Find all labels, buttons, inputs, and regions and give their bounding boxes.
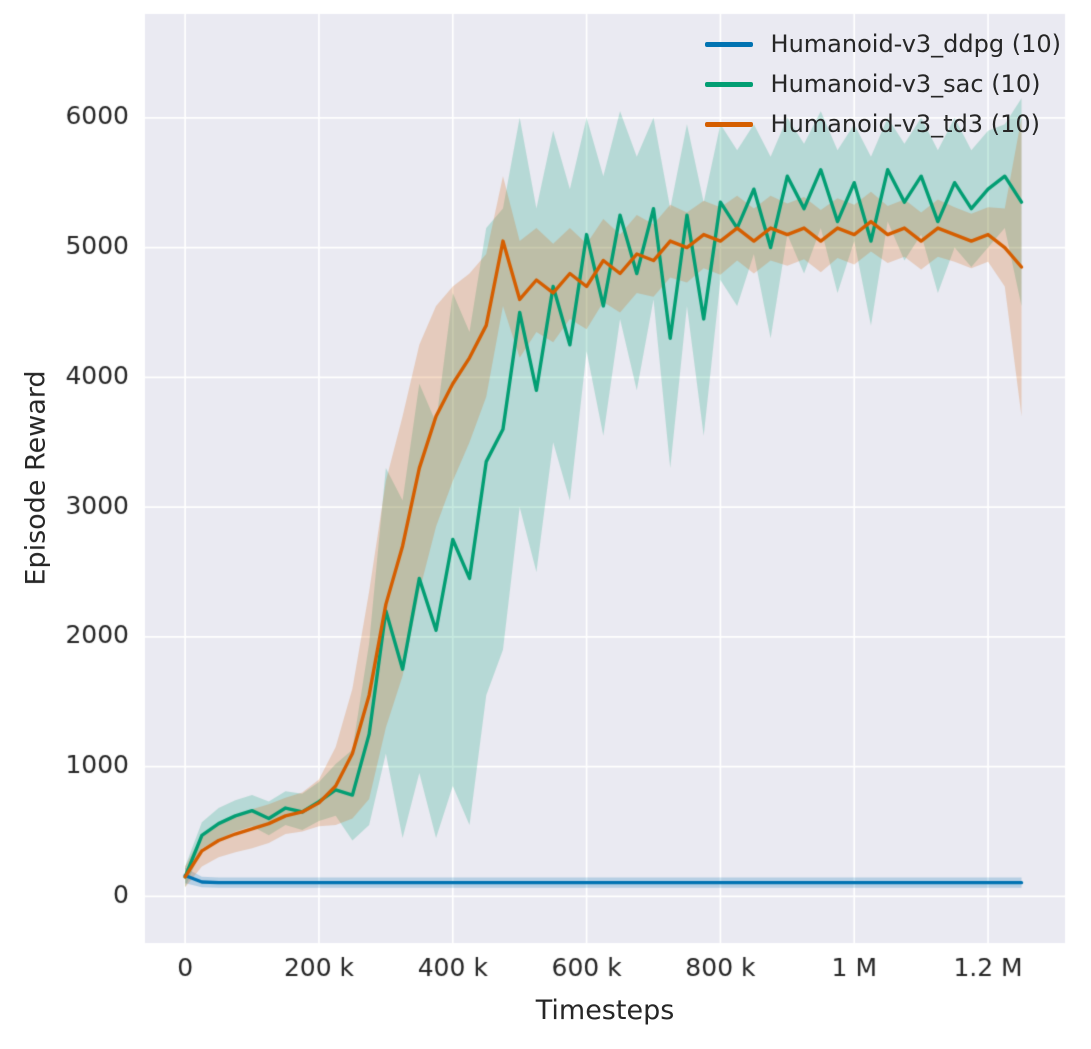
legend-item: Humanoid-v3_sac (10) bbox=[704, 70, 1061, 98]
x-axis-label: Timesteps bbox=[535, 995, 675, 1026]
legend-label: Humanoid-v3_ddpg (10) bbox=[770, 30, 1061, 58]
legend-label: Humanoid-v3_sac (10) bbox=[770, 70, 1041, 98]
legend-line-swatch bbox=[704, 81, 753, 87]
legend-line-swatch bbox=[704, 121, 753, 127]
legend-label: Humanoid-v3_td3 (10) bbox=[770, 110, 1040, 138]
legend-item: Humanoid-v3_td3 (10) bbox=[704, 110, 1061, 138]
y-axis-label: Episode Reward bbox=[20, 370, 52, 586]
legend: Humanoid-v3_ddpg (10) Humanoid-v3_sac (10… bbox=[704, 30, 1061, 138]
legend-item: Humanoid-v3_ddpg (10) bbox=[704, 30, 1061, 58]
legend-line-swatch bbox=[704, 41, 753, 47]
